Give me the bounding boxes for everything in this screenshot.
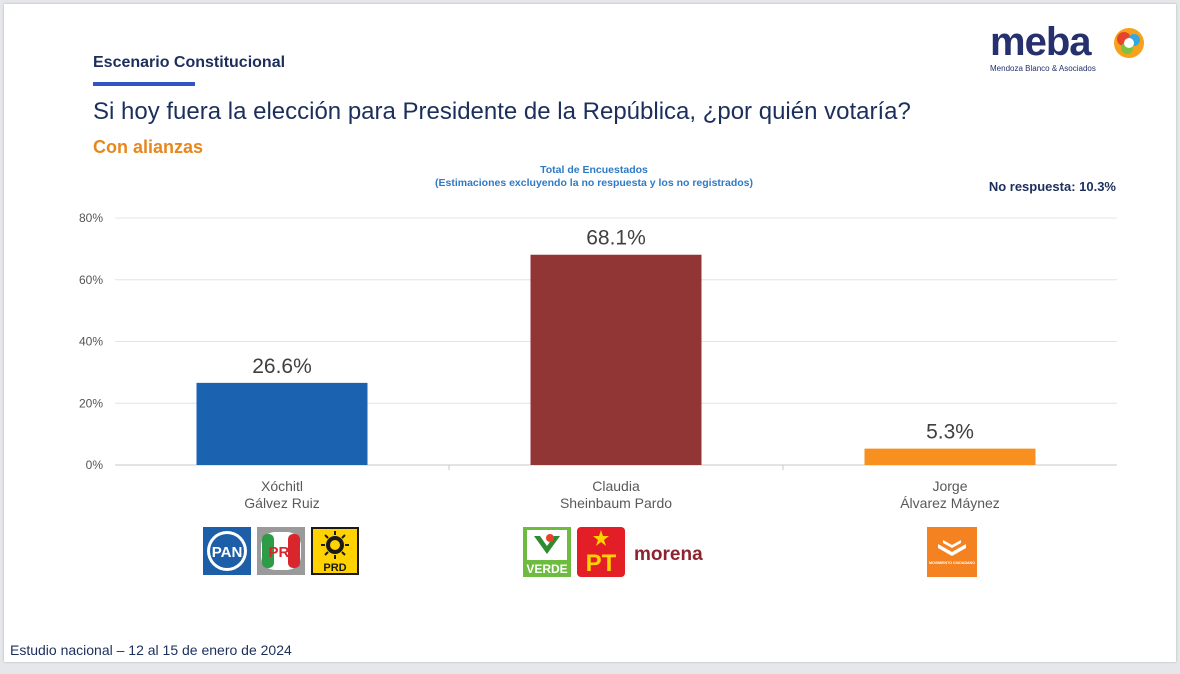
x-tick-label: Sheinbaum Pardo [560,495,672,511]
bar [530,254,702,465]
pan-logo-icon: PAN [203,527,251,575]
x-tick-label: Gálvez Ruiz [244,495,319,511]
logo-tagline: Mendoza Blanco & Asociados [990,64,1096,73]
pt-logo-icon: PT [577,527,625,577]
logo-wordmark: meba [990,20,1091,64]
chart-title-line1: Total de Encuestados [540,164,648,176]
party-logos-xochitl: PAN PRI PRD [202,526,360,576]
data-label: 26.6% [252,355,312,378]
x-tick-label: Claudia [592,478,640,494]
question-title: Si hoy fuera la elección para Presidente… [93,98,911,125]
verde-logo-icon: VERDE [523,527,571,577]
prd-logo-icon: PRD [311,527,359,575]
alliance-subtitle: Con alianzas [93,137,204,157]
data-label: 5.3% [926,421,974,444]
party-logos-claudia: VERDE PT morena [522,526,712,578]
pt-logo-text: PT [586,550,617,577]
meba-logo: meba Mendoza Blanco & Asociados [988,20,1148,78]
pri-logo-text: PRI [268,544,293,561]
x-tick-label: Álvarez Máynez [900,495,1000,511]
logo-bubble-icon [1114,28,1144,58]
bar [864,448,1036,465]
verde-logo-text: VERDE [526,562,567,576]
mc-logo-icon: MOVIMIENTO CIUDADANO [927,527,977,577]
y-tick-label: 80% [79,211,103,225]
mc-logo-text: MOVIMIENTO CIUDADANO [929,561,975,565]
x-tick-label: Jorge [932,478,967,494]
x-tick-label: Xóchitl [261,478,303,494]
chart-title-line2: (Estimaciones excluyendo la no respuesta… [434,177,753,189]
scenario-underline [93,82,195,86]
data-label: 68.1% [586,227,646,250]
morena-logo-text: morena [634,544,703,565]
chart-title: Total de Encuestados (Estimaciones exclu… [384,164,804,190]
no-response-label: No respuesta: 10.3% [988,179,1116,194]
pan-logo-text: PAN [212,544,243,561]
bar [196,382,368,465]
y-tick-label: 40% [79,335,103,349]
morena-logo-icon: morena [634,544,703,565]
y-tick-label: 20% [79,396,103,410]
prd-logo-text: PRD [323,562,346,574]
y-tick-label: 60% [79,273,103,287]
footer-note: Estudio nacional – 12 al 15 de enero de … [10,642,292,658]
party-logos-jorge: MOVIMIENTO CIUDADANO [926,526,978,578]
scenario-label: Escenario Constitucional [93,54,286,71]
slide: Escenario Constitucional Si hoy fuera la… [4,4,1176,662]
y-tick-label: 0% [86,458,104,472]
pri-logo-icon: PRI [257,527,305,575]
